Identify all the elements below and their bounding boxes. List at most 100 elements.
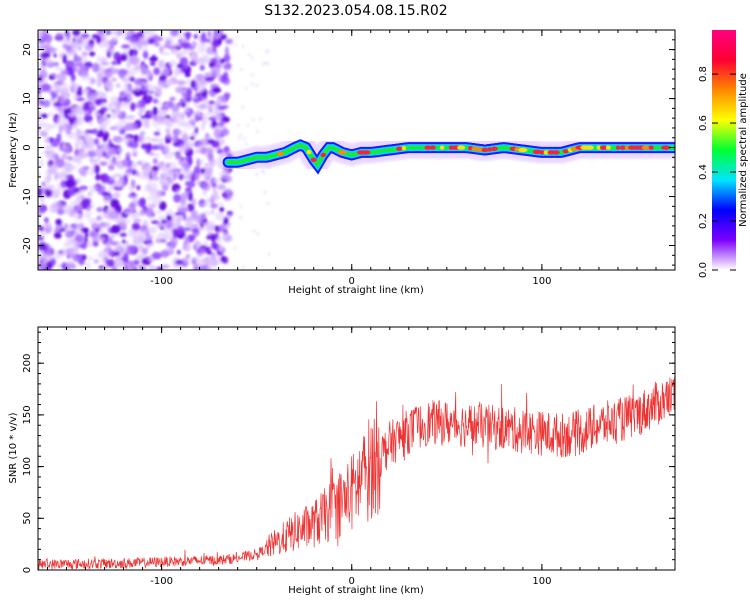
noise-blob (133, 218, 142, 223)
noise-blob (89, 120, 93, 127)
noise-blob (185, 155, 192, 162)
noise-blob (70, 40, 79, 49)
noise-blob (135, 32, 144, 38)
noise-blob (246, 124, 250, 127)
noise-blob (53, 232, 62, 239)
noise-blob (130, 192, 136, 196)
y-tick-label: 20 (22, 43, 33, 56)
noise-blob (152, 98, 159, 104)
noise-blob (166, 129, 172, 139)
noise-blob (251, 73, 254, 77)
ridge-hot-segment (661, 145, 670, 150)
noise-blob (176, 52, 181, 59)
noise-blob (241, 105, 245, 109)
noise-blob (124, 240, 130, 247)
noise-blob (77, 85, 83, 95)
noise-blob (41, 83, 48, 92)
noise-blob (199, 64, 205, 71)
noise-blob (124, 83, 129, 87)
ridge-hot-segment (599, 145, 608, 150)
noise-blob (93, 259, 99, 264)
spectrogram-x-ticks: -100 0 100 (47, 30, 676, 287)
noise-blob (119, 232, 128, 237)
noise-blob (184, 100, 189, 110)
ridge-hot-segment (481, 147, 489, 153)
noise-blob (164, 151, 174, 160)
ridge-hot-segment (562, 149, 569, 154)
noise-blob (208, 61, 215, 68)
spectrogram-noise (38, 30, 271, 270)
noise-blob (110, 68, 121, 74)
x-tick-label: 0 (349, 276, 355, 287)
noise-blob (193, 103, 200, 108)
noise-blob (129, 76, 135, 82)
noise-blob (201, 32, 207, 43)
noise-blob (250, 82, 254, 86)
noise-blob (220, 255, 227, 263)
noise-blob (119, 118, 127, 124)
noise-blob (163, 231, 172, 240)
noise-blob (128, 184, 134, 193)
noise-blob (140, 71, 146, 78)
noise-blob (226, 210, 233, 217)
noise-blob (94, 149, 103, 155)
noise-blob (188, 222, 194, 232)
noise-blob (107, 147, 117, 157)
noise-blob (204, 76, 215, 82)
noise-blob (153, 42, 161, 47)
noise-blob (241, 44, 245, 48)
noise-blob (187, 216, 192, 220)
noise-blob (72, 30, 81, 37)
noise-blob (211, 195, 220, 201)
noise-blob (146, 244, 150, 250)
noise-blob (139, 64, 147, 70)
noise-blob (96, 35, 101, 44)
ridge-hot-segment (306, 149, 312, 155)
noise-blob (71, 165, 78, 170)
colorbar: 0.0 0.2 0.4 0.6 0.8 Normalized spectral ampl… (698, 30, 749, 278)
noise-blob (74, 136, 83, 143)
snr-panel: -100 0 100 0 50 100 150 200 Height of straight… (8, 326, 676, 596)
noise-blob (129, 36, 139, 43)
noise-blob (62, 82, 68, 88)
noise-blob (212, 87, 221, 94)
noise-blob (136, 160, 143, 166)
noise-blob (84, 232, 89, 238)
noise-blob (51, 73, 62, 78)
noise-blob (93, 164, 100, 174)
noise-blob (75, 234, 83, 243)
noise-blob (116, 240, 122, 250)
noise-blob (100, 223, 110, 229)
noise-blob (128, 122, 138, 131)
noise-blob (70, 73, 75, 79)
ridge-hot-segment (641, 145, 652, 150)
y-tick-label: 10 (22, 92, 33, 105)
noise-blob (210, 209, 215, 215)
noise-blob (234, 43, 237, 46)
noise-blob (182, 213, 187, 221)
snr-x-ticks: -100 0 100 (47, 327, 676, 587)
noise-blob (90, 163, 96, 173)
noise-blob (141, 257, 149, 265)
noise-blob (199, 259, 208, 264)
noise-blob (176, 118, 186, 127)
noise-blob (38, 109, 42, 115)
noise-blob (104, 116, 111, 126)
noise-blob (216, 202, 224, 207)
y-tick-label: -20 (22, 237, 33, 253)
noise-blob (105, 259, 116, 268)
noise-blob (138, 197, 146, 208)
ridge-hot-segment (619, 145, 626, 150)
noise-blob (75, 177, 82, 184)
noise-blob (98, 227, 105, 234)
noise-blob (137, 253, 143, 261)
noise-blob (84, 210, 92, 220)
noise-blob (65, 109, 72, 114)
noise-blob (118, 68, 126, 79)
noise-blob (141, 36, 147, 43)
noise-blob (204, 222, 211, 232)
noise-blob (133, 134, 139, 143)
noise-blob (148, 264, 157, 270)
noise-blob (152, 158, 158, 165)
noise-blob (137, 41, 143, 52)
